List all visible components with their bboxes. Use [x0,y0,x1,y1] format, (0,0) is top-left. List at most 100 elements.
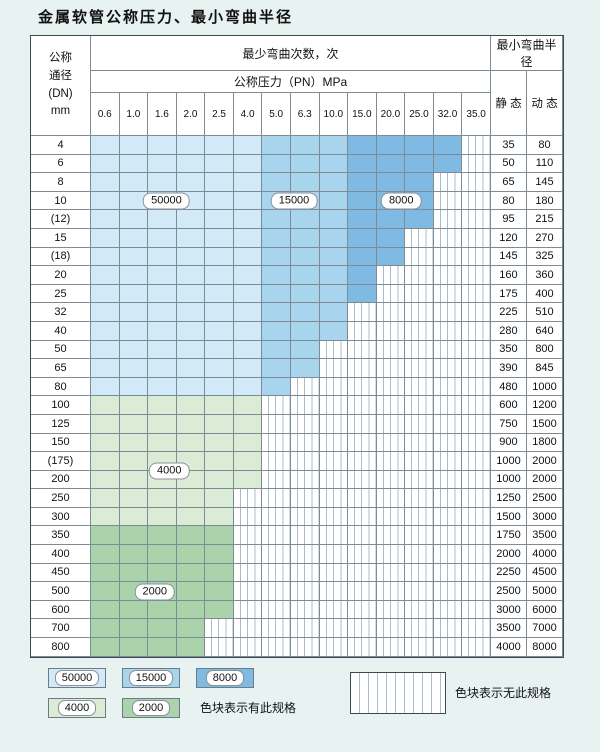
table-row: 4 35 80 [31,136,563,155]
grid-cell-cycles-50000 [205,284,234,304]
pressure-radius-table: 公称 通径 (DN) mm 最少弯曲次数，次 最小弯曲半径 公称压力（PN）MP… [31,36,563,657]
legend-swatch-2000: 2000 [122,697,180,718]
grid-cell-no-spec [405,284,434,304]
grid-cell-no-spec [376,433,406,453]
static-radius-cell: 4000 [490,638,527,657]
grid-cell-no-spec [376,452,406,471]
grid-cell-no-spec [348,414,377,434]
grid-cell-cycles-50000 [233,359,263,378]
grid-cell-no-spec [319,507,349,527]
static-radius-cell: 2250 [490,563,527,583]
static-radius-cell: 2500 [490,582,527,601]
grid-cell-no-spec [290,489,320,508]
grid-cell-cycles-2000 [119,526,149,546]
grid-cell-cycles-2000 [119,638,149,657]
pressure-col-header: 1.6 [148,93,177,136]
grid-cell-cycles-50000 [233,284,263,304]
grid-cell-no-spec [376,489,406,508]
grid-cell-no-spec [433,507,463,527]
grid-cell-no-spec [433,600,463,620]
grid-cell-no-spec [233,507,263,527]
grid-cell-no-spec [376,321,406,341]
grid-cell-no-spec [462,507,491,527]
grid-cell-no-spec [462,228,491,248]
cycle-count-label: 8000 [381,192,422,210]
grid-cell-no-spec [290,582,320,601]
grid-cell-no-spec [262,452,291,471]
grid-cell-no-spec [376,396,406,415]
grid-cell-cycles-50000 [205,340,234,360]
grid-cell-no-spec [319,526,349,546]
grid-cell-cycles-50000 [91,340,120,360]
dynamic-radius-cell: 640 [526,321,563,341]
grid-cell-no-spec [433,377,463,397]
dn-cell: 40 [31,321,91,341]
grid-cell-cycles-2000 [119,563,149,583]
grid-cell-cycles-50000 [205,321,234,341]
static-header: 静 态 [490,71,527,136]
grid-cell-cycles-50000 [176,359,206,378]
grid-cell-cycles-50000 [176,154,206,174]
grid-cell-cycles-50000 [148,359,177,378]
grid-cell-cycles-50000 [233,210,263,229]
grid-cell-cycles-50000 [148,173,177,192]
grid-cell-cycles-8000 [348,266,377,285]
grid-cell-no-spec [433,321,463,341]
no-spec-swatch [350,671,446,714]
grid-cell-no-spec [348,526,377,546]
grid-cell-cycles-50000 [91,210,120,229]
grid-cell-cycles-4000 [148,489,177,508]
grid-cell-no-spec [348,340,377,360]
grid-cell-no-spec [433,619,463,639]
dn-header: 公称 通径 (DN) mm [31,36,91,136]
grid-cell-cycles-2000 [148,638,177,657]
grid-cell-cycles-2000 [119,600,149,620]
grid-cell-no-spec [433,396,463,415]
grid-cell-cycles-15000 [262,377,291,397]
grid-cell-no-spec [405,321,434,341]
grid-cell-cycles-15000 [262,228,291,248]
static-radius-cell: 95 [490,210,527,229]
grid-cell-cycles-50000 [119,359,149,378]
page-title: 金属软管公称压力、最小弯曲半径 [38,9,294,26]
grid-cell-no-spec [348,303,377,322]
grid-cell-no-spec [433,228,463,248]
legend-swatch-4000: 4000 [48,697,106,718]
grid-cell-cycles-15000 [290,173,320,192]
dn-cell: (175) [31,452,91,471]
grid-cell-no-spec [405,228,434,248]
grid-cell-cycles-15000 [262,340,291,360]
grid-cell-cycles-50000 [148,247,177,267]
grid-cell-cycles-50000 [233,321,263,341]
grid-cell-cycles-4000 [205,396,234,415]
grid-cell-cycles-50000 [233,340,263,360]
grid-cell-cycles-4000 [148,396,177,415]
grid-cell-cycles-50000 [91,173,120,192]
grid-cell-cycles-4000 [205,507,234,527]
grid-cell-cycles-50000 [119,136,149,155]
grid-cell-no-spec [262,600,291,620]
pressure-col-header: 0.6 [91,93,120,136]
grid-cell-cycles-2000 [148,526,177,546]
grid-cell-cycles-8000 [376,210,406,229]
grid-cell-no-spec [433,582,463,601]
grid-cell-cycles-15000 [290,266,320,285]
grid-cell-no-spec [462,563,491,583]
dn-cell: 6 [31,154,91,174]
table-row: 400 2000 4000 [31,545,563,564]
grid-cell-no-spec [462,619,491,639]
grid-cell-no-spec [433,526,463,546]
grid-cell-no-spec [319,396,349,415]
grid-cell-no-spec [262,619,291,639]
grid-cell-no-spec [462,433,491,453]
grid-cell-no-spec [462,526,491,546]
legend-row: 50000 15000 8000 [48,667,600,688]
dn-header-line: 公称 [49,51,72,64]
header-row-1: 公称 通径 (DN) mm 最少弯曲次数，次 最小弯曲半径 [31,36,563,136]
grid-cell-no-spec [405,582,434,601]
grid-cell-no-spec [462,638,491,657]
table-row: 800 4000 8000 [31,638,563,657]
dn-cell: (12) [31,210,91,229]
grid-cell-no-spec [290,563,320,583]
cycle-count-label: 4000 [149,462,190,480]
